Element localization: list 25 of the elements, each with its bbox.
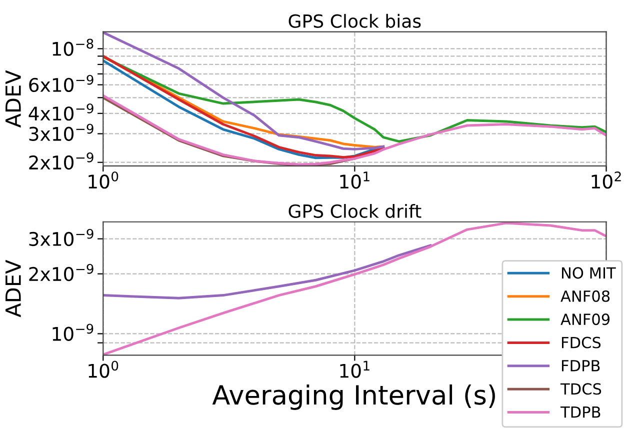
x-tick-label: 10$^{2}$ <box>592 172 621 189</box>
x-tick-label: 10$^{1}$ <box>340 360 370 378</box>
chart-title: GPS Clock drift <box>288 204 422 218</box>
legend-label: TDPB <box>560 406 600 418</box>
y-tick-label: 4x10$^{−9}$ <box>28 103 94 121</box>
legend-label: FDCS <box>562 336 601 348</box>
y-tick-label: 10$^{−8}$ <box>52 38 94 56</box>
y-axis-title: ADEV <box>6 70 21 128</box>
x-axis-title: Averaging Interval (s) <box>212 384 495 410</box>
y-tick-label: 2x10$^{−9}$ <box>29 264 94 282</box>
y-tick-label: 3x10$^{−9}$ <box>29 228 94 246</box>
legend-label: FDPB <box>562 360 600 372</box>
y-axis-title: ADEV <box>6 260 21 318</box>
y-tick-label: 10$^{−9}$ <box>52 324 94 341</box>
legend-label: TDCS <box>560 383 602 395</box>
legend-label: NO MIT <box>562 267 616 279</box>
x-tick-label: 10$^{0}$ <box>88 172 118 189</box>
y-tick-label: 2x10$^{−9}$ <box>29 152 94 170</box>
y-tick-label: 3x10$^{−9}$ <box>29 124 94 141</box>
legend-label: ANF09 <box>560 314 610 326</box>
x-tick-label: 10$^{0}$ <box>88 360 118 378</box>
legend-label: ANF08 <box>560 290 610 302</box>
x-tick-label: 10$^{1}$ <box>340 172 370 189</box>
chart-title: GPS Clock bias <box>288 14 421 28</box>
y-tick-label: 6x10$^{−9}$ <box>29 74 94 92</box>
